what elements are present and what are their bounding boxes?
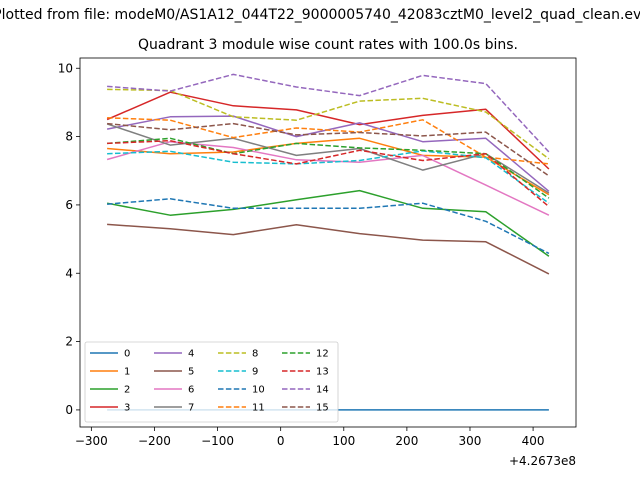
y-tick-label: 0 <box>65 403 73 417</box>
legend-label-9: 9 <box>252 367 258 378</box>
series-line-6 <box>106 140 550 216</box>
series-layer <box>106 73 550 411</box>
x-tick-label: 100 <box>332 434 355 448</box>
series-line-2 <box>106 189 550 257</box>
series-line-15 <box>107 122 550 177</box>
x-tick-label: −200 <box>138 434 171 448</box>
legend-box <box>84 341 339 423</box>
chart-title: Quadrant 3 module wise count rates with … <box>138 37 518 53</box>
legend-label-8: 8 <box>252 349 258 360</box>
x-tick-label: 400 <box>522 434 545 448</box>
series-line-7 <box>106 123 550 194</box>
legend-label-11: 11 <box>252 403 265 414</box>
x-tick-label: 0 <box>277 434 285 448</box>
series-line-5 <box>107 223 550 275</box>
legend-label-7: 7 <box>188 403 194 414</box>
series-line-13 <box>107 139 550 208</box>
legend-label-14: 14 <box>316 385 329 396</box>
x-tick-label: 200 <box>395 434 418 448</box>
legend-label-1: 1 <box>124 367 130 378</box>
legend-label-2: 2 <box>124 385 130 396</box>
y-tick-label: 6 <box>65 198 73 212</box>
legend-label-5: 5 <box>188 367 194 378</box>
y-tick-label: 4 <box>65 266 73 280</box>
y-tick-label: 8 <box>65 130 73 144</box>
series-line-14 <box>107 73 550 153</box>
legend-label-12: 12 <box>316 349 329 360</box>
series-line-11 <box>107 117 549 165</box>
series-line-9 <box>107 150 550 204</box>
plot-area <box>79 57 577 428</box>
x-axis: −300 −200 −100 0 100 200 300 400 <box>75 427 545 448</box>
legend-label-13: 13 <box>316 367 329 378</box>
legend-label-6: 6 <box>188 385 194 396</box>
legend-label-4: 4 <box>188 349 194 360</box>
x-axis-offset-label: +4.2673e8 <box>509 454 576 468</box>
plot-frame <box>79 57 577 428</box>
y-tick-label: 2 <box>65 335 73 349</box>
legend-label-3: 3 <box>124 403 130 414</box>
series-line-10 <box>107 198 550 255</box>
figure-suptitle: Plotted from file: modeM0/AS1A12_044T22_… <box>0 7 640 23</box>
x-tick-label: 300 <box>459 434 482 448</box>
x-tick-label: −100 <box>201 434 234 448</box>
y-tick-label: 10 <box>58 61 73 75</box>
y-axis: 0 2 4 6 8 10 <box>58 61 80 417</box>
legend-label-0: 0 <box>124 349 130 360</box>
legend-label-15: 15 <box>316 403 329 414</box>
legend-label-10: 10 <box>252 385 265 396</box>
series-line-12 <box>107 137 550 199</box>
x-tick-label: −300 <box>75 434 108 448</box>
series-line-1 <box>107 137 550 196</box>
series-line-8 <box>107 88 550 160</box>
